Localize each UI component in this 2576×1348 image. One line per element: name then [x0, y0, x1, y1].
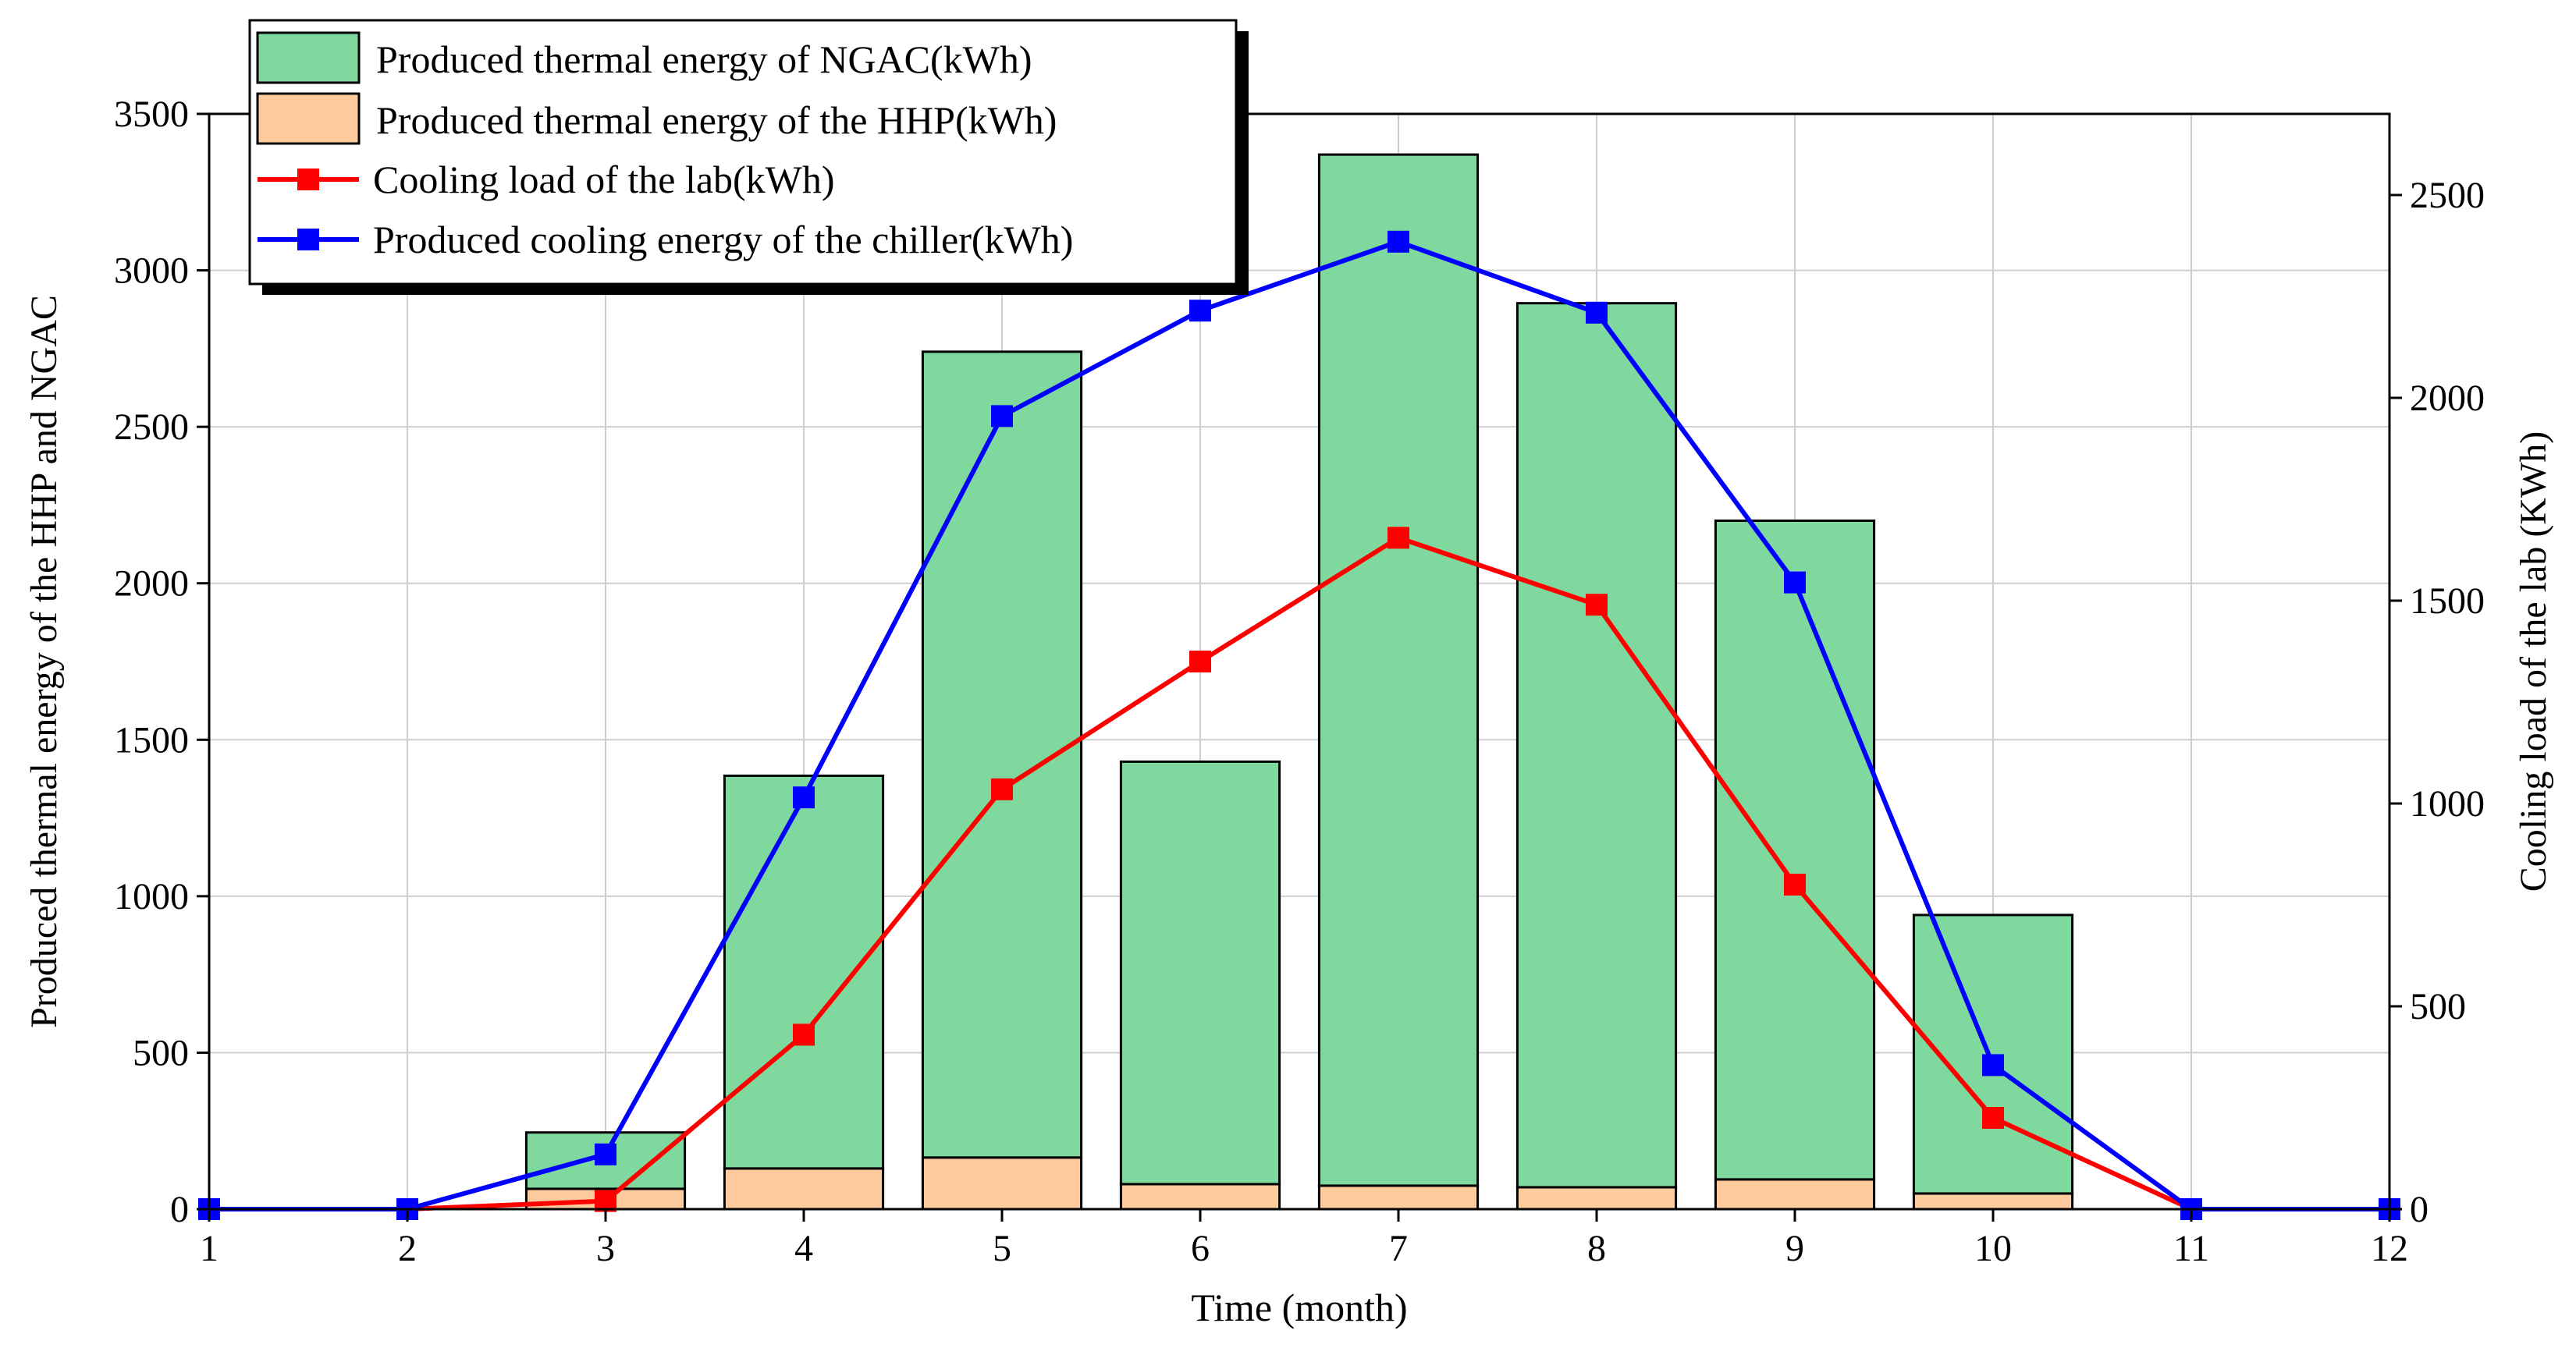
- bar-ngac-month-9: [1714, 519, 1876, 1181]
- marker-cooling-load-month-7: [1387, 527, 1409, 549]
- legend-label-cooling-load: Cooling load of the lab(kWh): [373, 158, 835, 201]
- legend-swatch-hhp: [256, 92, 361, 145]
- y-axis-left-label: Produced thermal energy of the HHP and N…: [23, 295, 65, 1028]
- y-axis-right: 0 500 1000 1500 2000 2500: [2389, 175, 2485, 1230]
- y-right-tick-label-1000: 1000: [2410, 783, 2485, 825]
- y-axis-left: 0 500 1000 1500 2000 2500 3000 3500: [114, 94, 209, 1230]
- marker-cooling-load-month-9: [1784, 874, 1806, 896]
- legend: Produced thermal energy of NGAC(kWh) Pro…: [248, 19, 1249, 295]
- bar-hhp-month-6: [1119, 1183, 1281, 1211]
- bar-ngac-month-4: [723, 774, 885, 1170]
- marker-cooling-load-month-4: [793, 1023, 815, 1046]
- legend-swatch-ngac: [256, 31, 361, 84]
- x-tick-label-10: 10: [1974, 1228, 2012, 1269]
- legend-box: [248, 19, 1238, 286]
- y-axis-right-label: Cooling load of the lab (KWh): [2513, 431, 2554, 892]
- y-left-tick-label-3000: 3000: [114, 250, 189, 292]
- bar-ngac-month-6: [1119, 760, 1281, 1186]
- y-left-tick-label-1000: 1000: [114, 876, 189, 917]
- y-left-tick-label-2000: 2000: [114, 563, 189, 605]
- bar-hhp-month-4: [723, 1167, 885, 1211]
- bar-ngac-month-7: [1317, 153, 1480, 1187]
- marker-chiller-month-6: [1189, 300, 1211, 322]
- stacked-bars: [524, 153, 2074, 1211]
- marker-chiller-month-3: [595, 1143, 616, 1165]
- line-cooling-load: [209, 535, 2389, 1211]
- x-tick-label-9: 9: [1785, 1228, 1804, 1269]
- bar-ngac-month-8: [1515, 302, 1678, 1189]
- x-tick-label-3: 3: [596, 1228, 615, 1269]
- legend-marker-cooling-load: [297, 168, 319, 190]
- x-tick-label-12: 12: [2371, 1228, 2408, 1269]
- line-chiller: [209, 239, 2389, 1211]
- marker-chiller-month-4: [793, 786, 815, 809]
- legend-label-chiller: Produced cooling energy of the chiller(k…: [373, 218, 1073, 261]
- marker-cooling-load-month-6: [1189, 651, 1211, 672]
- x-tick-label-8: 8: [1587, 1228, 1606, 1269]
- bar-hhp-month-8: [1515, 1186, 1678, 1211]
- bar-hhp-month-9: [1714, 1178, 1876, 1211]
- x-axis: 1 2 3 4 5 6 7 8 9 10 11 12: [200, 1209, 2408, 1269]
- y-right-tick-label-1500: 1500: [2410, 580, 2485, 622]
- x-tick-label-11: 11: [2173, 1228, 2209, 1269]
- x-tick-label-6: 6: [1191, 1228, 1210, 1269]
- y-left-tick-label-3500: 3500: [114, 94, 189, 135]
- marker-chiller-month-7: [1387, 230, 1409, 253]
- x-tick-label-7: 7: [1389, 1228, 1408, 1269]
- bar-hhp-month-10: [1912, 1192, 2074, 1211]
- marker-cooling-load-month-8: [1586, 594, 1608, 616]
- marker-chiller-month-8: [1586, 301, 1608, 324]
- marker-cooling-load-month-10: [1982, 1107, 2004, 1129]
- bar-hhp-month-5: [921, 1156, 1083, 1211]
- y-left-tick-label-1500: 1500: [114, 719, 189, 761]
- y-left-tick-label-0: 0: [170, 1189, 189, 1230]
- marker-chiller-month-5: [991, 405, 1013, 427]
- marker-cooling-load-month-5: [991, 778, 1013, 800]
- legend-marker-chiller: [297, 229, 319, 250]
- marker-chiller-month-10: [1982, 1054, 2004, 1077]
- y-right-tick-label-500: 500: [2410, 986, 2466, 1027]
- x-tick-label-2: 2: [398, 1228, 417, 1269]
- bar-hhp-month-7: [1317, 1184, 1480, 1211]
- legend-label-ngac: Produced thermal energy of NGAC(kWh): [376, 37, 1032, 81]
- y-right-tick-label-0: 0: [2410, 1189, 2429, 1230]
- plot-frame: [208, 112, 2391, 1211]
- x-axis-label: Time (month): [1191, 1286, 1407, 1329]
- x-tick-label-4: 4: [794, 1228, 813, 1269]
- legend-label-hhp: Produced thermal energy of the HHP(kWh): [376, 98, 1057, 142]
- y-left-tick-label-2500: 2500: [114, 406, 189, 448]
- y-right-tick-label-2000: 2000: [2410, 378, 2485, 419]
- marker-chiller-month-9: [1784, 571, 1806, 594]
- x-tick-label-5: 5: [993, 1228, 1011, 1269]
- y-left-tick-label-500: 500: [133, 1032, 189, 1073]
- x-tick-label-1: 1: [200, 1228, 219, 1269]
- y-right-tick-label-2500: 2500: [2410, 175, 2485, 216]
